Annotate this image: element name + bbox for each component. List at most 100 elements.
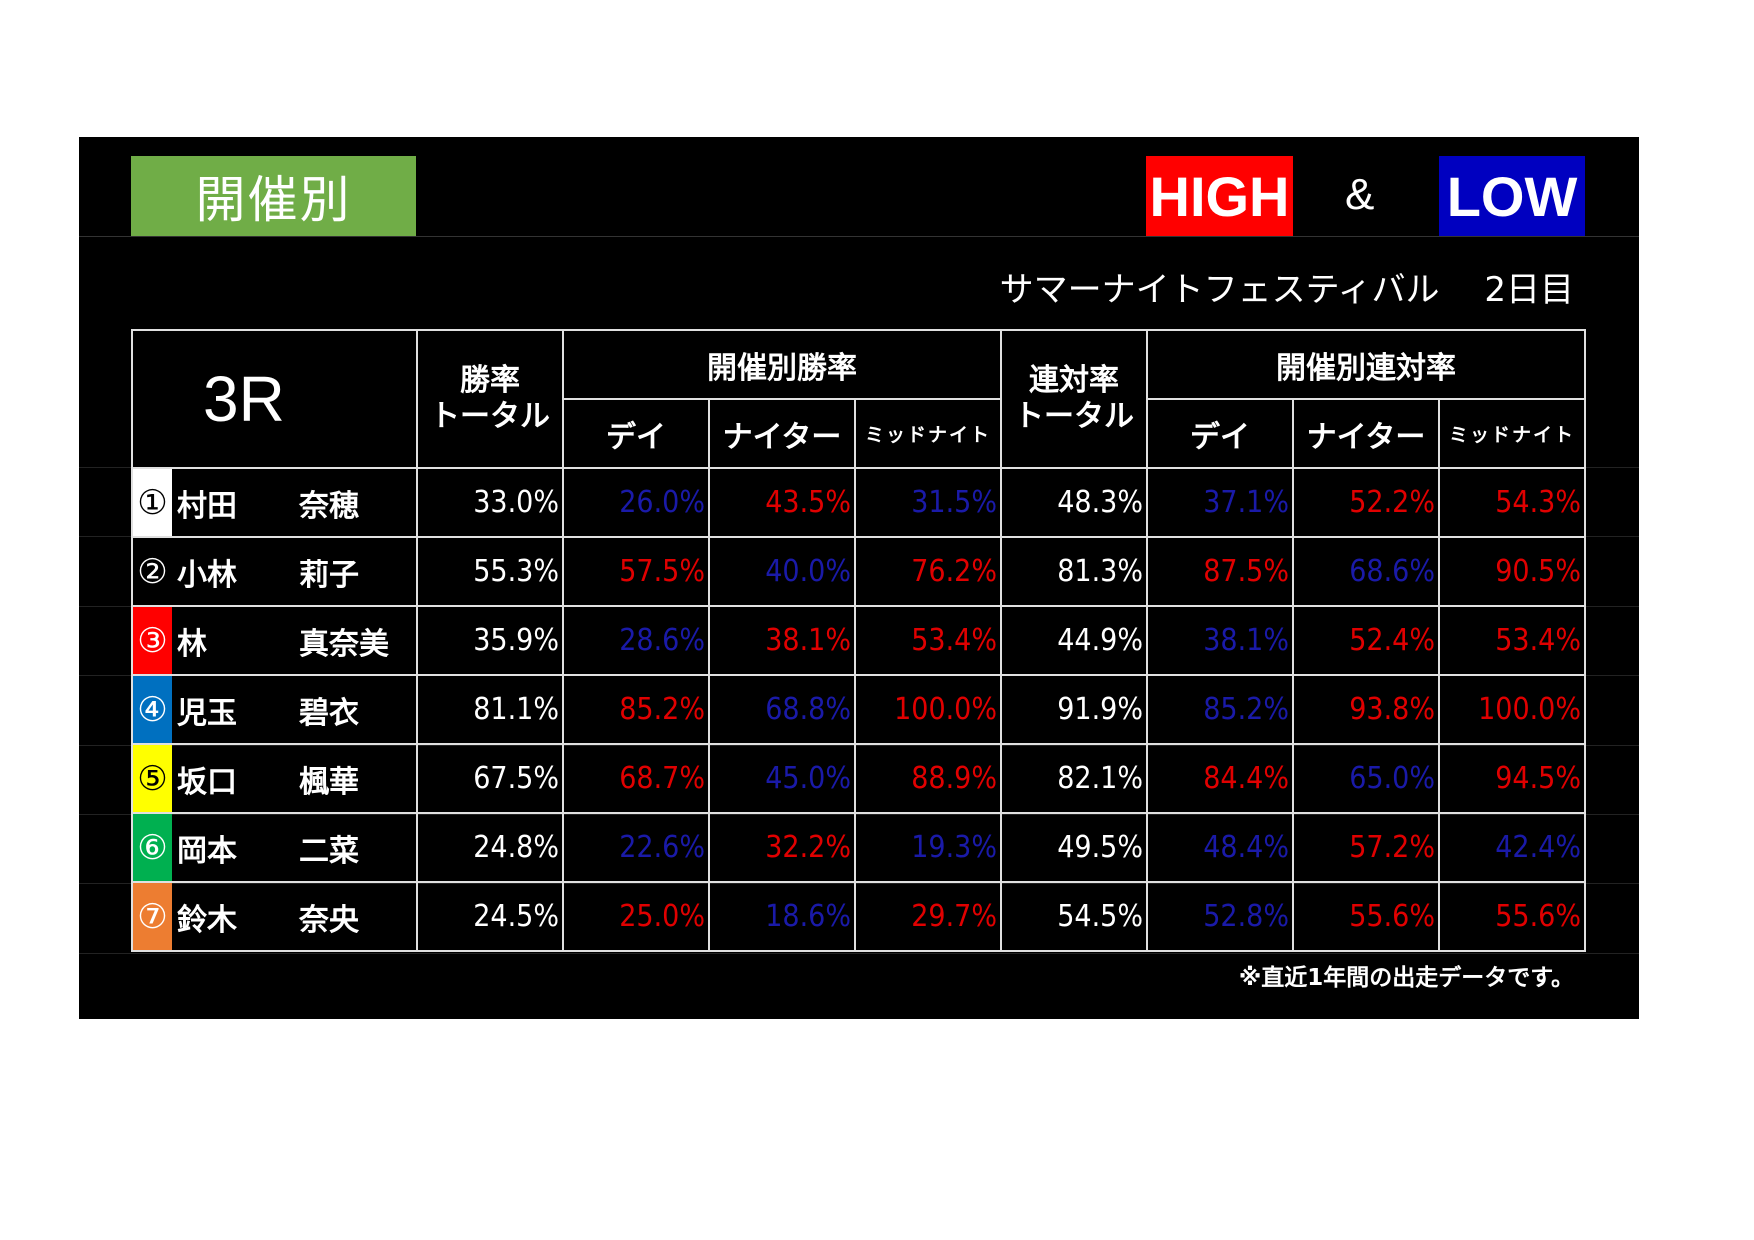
quinella-rate-day: 37.1%: [1146, 467, 1294, 538]
quinella-rate-nighter: 93.8%: [1292, 674, 1440, 745]
table-row: ⑤ 坂口 楓華 67.5% 68.7% 45.0% 88.9% 82.1% 84.4% 65…: [131, 743, 1586, 814]
win-total: 24.5%: [416, 881, 564, 952]
header-divider: [79, 236, 1639, 237]
table-row: ① 村田 奈穂 33.0% 26.0% 43.5% 31.5% 48.3% 37.1% 52…: [131, 467, 1586, 538]
header-quinella-by-session: 開催別連対率: [1146, 329, 1586, 400]
table-row: ② 小林 莉子 55.3% 57.5% 40.0% 76.2% 81.3% 87.5% 68…: [131, 536, 1586, 607]
racer-cell: ② 小林 莉子: [131, 536, 418, 607]
table-row: ③ 林 真奈美 35.9% 28.6% 38.1% 53.4% 44.9% 38.1% 52…: [131, 605, 1586, 676]
stats-table: 3R 勝率 トータル 開催別勝率 連対率 トータル 開催別連対率 デイ ナイター ミ…: [131, 329, 1586, 952]
header-nighter: ナイター: [1292, 398, 1440, 469]
boat-number-badge: ①: [133, 469, 172, 536]
racer-given-name: 真奈美: [299, 626, 389, 662]
header-day: デイ: [1146, 398, 1294, 469]
high-legend: HIGH: [1146, 156, 1293, 236]
quinella-rate-nighter: 65.0%: [1292, 743, 1440, 814]
win-total: 81.1%: [416, 674, 564, 745]
win-rate-day: 57.5%: [562, 536, 710, 607]
racer-cell: ③ 林 真奈美: [131, 605, 418, 676]
win-rate-midnight: 19.3%: [854, 812, 1002, 883]
racer-given-name: 奈穂: [299, 488, 359, 524]
racer-given-name: 二菜: [299, 833, 359, 869]
win-total: 67.5%: [416, 743, 564, 814]
quinella-total: 54.5%: [1000, 881, 1148, 952]
quinella-rate-nighter: 55.6%: [1292, 881, 1440, 952]
racer-given-name: 莉子: [299, 557, 359, 593]
quinella-rate-day: 38.1%: [1146, 605, 1294, 676]
quinella-total: 91.9%: [1000, 674, 1148, 745]
quinella-rate-midnight: 55.6%: [1438, 881, 1586, 952]
quinella-rate-midnight: 42.4%: [1438, 812, 1586, 883]
quinella-rate-midnight: 90.5%: [1438, 536, 1586, 607]
win-rate-day: 22.6%: [562, 812, 710, 883]
quinella-total: 48.3%: [1000, 467, 1148, 538]
quinella-total: 49.5%: [1000, 812, 1148, 883]
boat-number-badge: ③: [133, 607, 172, 674]
win-rate-midnight: 88.9%: [854, 743, 1002, 814]
header-day: デイ: [562, 398, 710, 469]
win-rate-midnight: 100.0%: [854, 674, 1002, 745]
header-midnight: ミッドナイト: [854, 398, 1002, 469]
quinella-rate-day: 87.5%: [1146, 536, 1294, 607]
header-win-by-session: 開催別勝率: [562, 329, 1002, 400]
quinella-rate-day: 84.4%: [1146, 743, 1294, 814]
quinella-rate-day: 52.8%: [1146, 881, 1294, 952]
win-rate-day: 68.7%: [562, 743, 710, 814]
quinella-rate-day: 85.2%: [1146, 674, 1294, 745]
win-rate-day: 26.0%: [562, 467, 710, 538]
racer-family-name: 岡本: [177, 833, 237, 869]
win-rate-midnight: 29.7%: [854, 881, 1002, 952]
row-guide-line: [79, 952, 1639, 954]
racer-cell: ① 村田 奈穂: [131, 467, 418, 538]
racer-family-name: 鈴木: [177, 902, 237, 938]
header-quinella-total: 連対率 トータル: [1000, 329, 1148, 469]
win-total: 33.0%: [416, 467, 564, 538]
header-win-total: 勝率 トータル: [416, 329, 564, 469]
win-rate-nighter: 18.6%: [708, 881, 856, 952]
quinella-rate-day: 48.4%: [1146, 812, 1294, 883]
table-row: ⑦ 鈴木 奈央 24.5% 25.0% 18.6% 29.7% 54.5% 52.8% 55…: [131, 881, 1586, 952]
quinella-rate-midnight: 53.4%: [1438, 605, 1586, 676]
racer-given-name: 奈央: [299, 902, 359, 938]
win-total: 24.8%: [416, 812, 564, 883]
ampersand: &: [1345, 170, 1375, 219]
win-rate-midnight: 53.4%: [854, 605, 1002, 676]
table-row: ⑥ 岡本 二菜 24.8% 22.6% 32.2% 19.3% 49.5% 48.4% 57…: [131, 812, 1586, 883]
boat-number-badge: ②: [133, 538, 172, 605]
quinella-rate-midnight: 54.3%: [1438, 467, 1586, 538]
win-rate-day: 85.2%: [562, 674, 710, 745]
quinella-rate-midnight: 100.0%: [1438, 674, 1586, 745]
quinella-rate-nighter: 52.2%: [1292, 467, 1440, 538]
page-title: 開催別: [131, 156, 416, 236]
win-total: 35.9%: [416, 605, 564, 676]
racer-family-name: 児玉: [177, 695, 237, 731]
win-rate-midnight: 31.5%: [854, 467, 1002, 538]
racer-family-name: 坂口: [177, 764, 237, 800]
win-rate-midnight: 76.2%: [854, 536, 1002, 607]
win-rate-day: 28.6%: [562, 605, 710, 676]
win-rate-nighter: 68.8%: [708, 674, 856, 745]
quinella-total: 44.9%: [1000, 605, 1148, 676]
boat-number-badge: ⑥: [133, 814, 172, 881]
racer-given-name: 楓華: [299, 764, 359, 800]
footnote: ※直近1年間の出走データです。: [1238, 965, 1574, 991]
boat-number-badge: ⑦: [133, 883, 172, 950]
racer-cell: ⑥ 岡本 二菜: [131, 812, 418, 883]
quinella-rate-midnight: 94.5%: [1438, 743, 1586, 814]
quinella-total: 81.3%: [1000, 536, 1148, 607]
quinella-total: 82.1%: [1000, 743, 1148, 814]
win-rate-nighter: 40.0%: [708, 536, 856, 607]
win-rate-nighter: 45.0%: [708, 743, 856, 814]
win-rate-nighter: 38.1%: [708, 605, 856, 676]
racer-cell: ④ 児玉 碧衣: [131, 674, 418, 745]
header-nighter: ナイター: [708, 398, 856, 469]
racer-cell: ⑤ 坂口 楓華: [131, 743, 418, 814]
header-midnight: ミッドナイト: [1438, 398, 1586, 469]
win-rate-day: 25.0%: [562, 881, 710, 952]
racer-family-name: 林: [177, 626, 207, 662]
win-total: 55.3%: [416, 536, 564, 607]
boat-number-badge: ④: [133, 676, 172, 743]
win-rate-nighter: 32.2%: [708, 812, 856, 883]
low-legend: LOW: [1439, 156, 1585, 236]
racer-family-name: 村田: [177, 488, 237, 524]
